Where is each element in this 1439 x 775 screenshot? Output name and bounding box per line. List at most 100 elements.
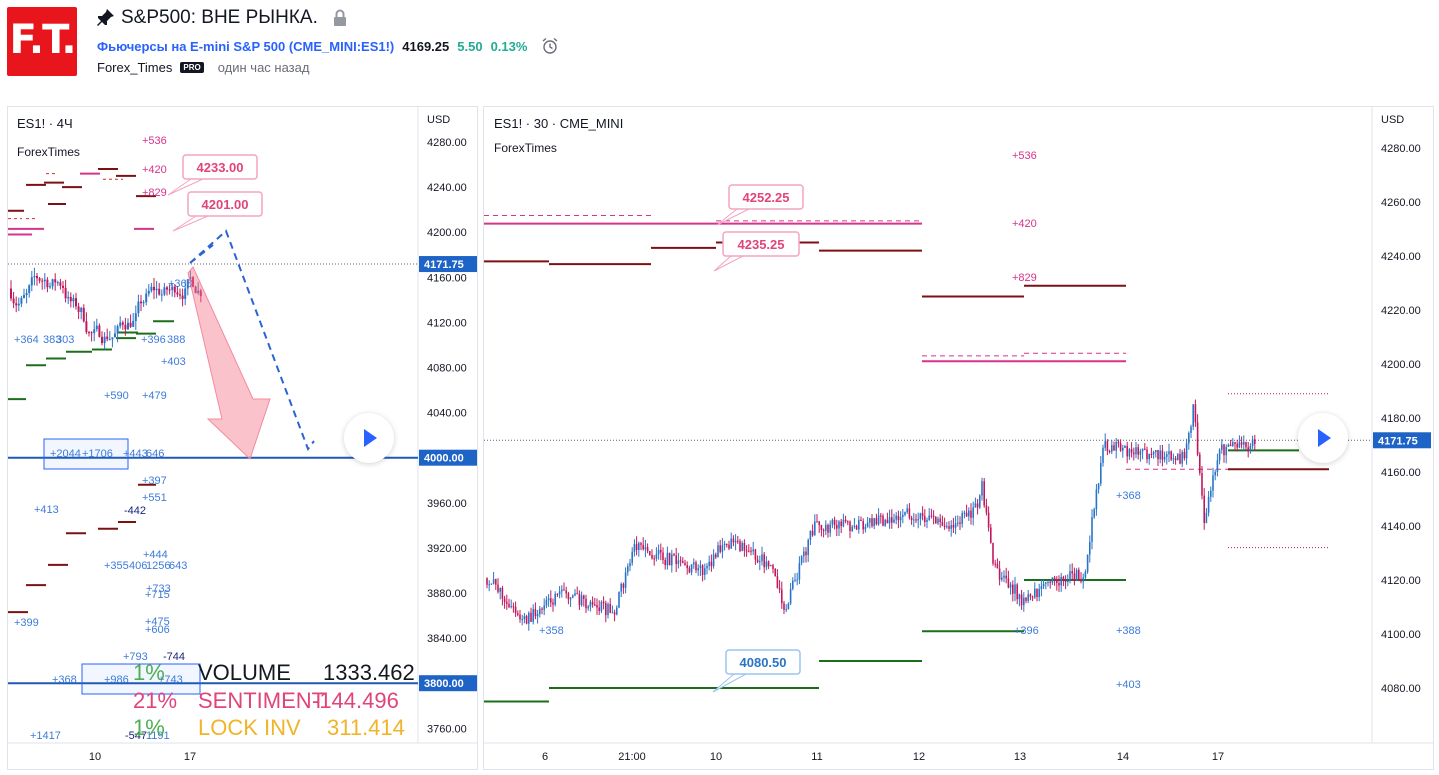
candle-body xyxy=(679,560,682,562)
candle-body xyxy=(987,512,990,528)
candle-body xyxy=(129,322,132,327)
candle-body xyxy=(499,587,501,592)
candle-body xyxy=(23,295,25,299)
candle-body xyxy=(56,282,59,284)
candle-body xyxy=(181,295,184,299)
candle-body xyxy=(25,293,28,296)
candle-body xyxy=(873,518,875,527)
candle-body xyxy=(194,286,197,294)
candle-body xyxy=(906,508,908,513)
candle-body xyxy=(1179,453,1181,464)
level-annotation: +355 xyxy=(104,560,129,572)
candle-body xyxy=(910,517,913,520)
chart-30m[interactable]: 4280.00 4260.00 4240.00 4220.00 4200.00 4180.… xyxy=(483,106,1434,770)
candle-body xyxy=(770,565,772,567)
symbol-link[interactable]: Фьючерсы на E-mini S&P 500 (CME_MINI:ES1… xyxy=(97,38,395,54)
chart-30m-canvas[interactable]: 4280.00 4260.00 4240.00 4220.00 4200.00 4180.… xyxy=(484,107,1433,769)
candle-body xyxy=(952,525,955,528)
candle-body xyxy=(585,598,587,609)
candle-body xyxy=(723,543,726,546)
candle-body xyxy=(145,293,148,303)
candle-body xyxy=(1073,573,1076,581)
candle-body xyxy=(631,551,633,563)
candle-body xyxy=(528,612,530,624)
level-annotation: +733 xyxy=(146,583,171,595)
candle-body xyxy=(596,604,598,608)
candle-body xyxy=(561,589,563,592)
candle-body xyxy=(189,277,192,280)
candle-body xyxy=(1062,576,1065,580)
candle-body xyxy=(807,539,809,556)
candle-body xyxy=(741,543,743,552)
level-annotation: +1706 xyxy=(82,448,113,460)
callout-4080: 4080.50 xyxy=(740,655,787,670)
candle-body xyxy=(893,519,895,523)
callout-4235: 4235.25 xyxy=(738,237,785,252)
current-price-label-bg xyxy=(1373,432,1431,449)
candle-body xyxy=(871,518,873,527)
candle-body xyxy=(541,608,543,610)
candles-layer xyxy=(486,399,1256,631)
chart-4h-canvas[interactable]: 4280.00 4240.00 4200.00 4160.00 4120.00 4080.… xyxy=(8,107,477,769)
candle-body xyxy=(111,337,114,340)
candle-body xyxy=(1218,449,1221,461)
candle-body xyxy=(895,515,897,520)
candle-body xyxy=(168,289,171,291)
price-axis[interactable]: 4280.00 4260.00 4240.00 4220.00 4200.00 4180.… xyxy=(1371,107,1421,743)
current-price-label: 4171.75 xyxy=(1378,435,1418,447)
chart-30m-indicator[interactable]: ForexTimes xyxy=(494,141,557,155)
candle-body xyxy=(124,324,127,330)
time-tick-label: 6 xyxy=(542,751,548,763)
candle-body xyxy=(1181,452,1183,464)
candle-body xyxy=(534,609,537,617)
author-name[interactable]: Forex_Times xyxy=(97,60,173,75)
candle-body xyxy=(1031,596,1034,598)
level-annotation: -744 xyxy=(163,651,185,663)
candle-body xyxy=(1170,451,1172,460)
chart-4h-indicator[interactable]: ForexTimes xyxy=(17,145,80,159)
time-axis[interactable]: 10 17 xyxy=(8,742,477,763)
stat-volume-label: VOLUME xyxy=(198,660,291,685)
price-tick-label: 4080.00 xyxy=(427,363,467,375)
level-annotation: +715 xyxy=(145,589,170,601)
candle-body xyxy=(1045,582,1047,584)
price-axis[interactable]: 4280.00 4240.00 4200.00 4160.00 4120.00 4080.… xyxy=(417,107,467,743)
level-annotation: +829 xyxy=(1012,272,1037,284)
candle-body xyxy=(155,288,158,291)
candle-body xyxy=(517,613,519,615)
candle-body xyxy=(1104,441,1106,448)
time-axis[interactable]: 6 21:00 10 11 12 13 14 17 xyxy=(484,742,1433,763)
candle-body xyxy=(1249,445,1252,452)
callout-4252-box xyxy=(728,184,804,210)
level-annotation: +536 xyxy=(142,135,167,147)
symbol-info: Фьючерсы на E-mini S&P 500 (CME_MINI:ES1… xyxy=(97,37,559,55)
play-button[interactable] xyxy=(344,413,394,463)
level-annotation: +420 xyxy=(1012,218,1037,230)
candle-body xyxy=(880,515,882,517)
candle-body xyxy=(620,583,622,592)
candle-body xyxy=(1216,460,1219,472)
candle-body xyxy=(712,554,715,567)
candle-body xyxy=(1130,449,1133,453)
candle-body xyxy=(1069,571,1071,581)
level-annotation: +388 xyxy=(1116,625,1141,637)
candle-body xyxy=(732,538,735,543)
candle-body xyxy=(1234,442,1236,444)
candle-body xyxy=(1144,448,1146,450)
ft-logo[interactable]: F.T. xyxy=(7,7,77,76)
lock-icon xyxy=(333,9,346,26)
price-tick-label: 4160.00 xyxy=(1381,467,1421,479)
play-button[interactable] xyxy=(1298,413,1348,463)
candle-body xyxy=(825,524,827,531)
price-tick-label: 3880.00 xyxy=(427,588,467,600)
price-tick-label: 4200.00 xyxy=(427,227,467,239)
candle-body xyxy=(1106,441,1109,452)
chart-4h[interactable]: 4280.00 4240.00 4200.00 4160.00 4120.00 4080.… xyxy=(7,106,478,770)
level-annotation: +396 xyxy=(141,334,166,346)
candle-body xyxy=(147,290,150,294)
candle-body xyxy=(950,525,952,529)
candle-body xyxy=(1001,577,1003,580)
candle-body xyxy=(954,523,957,528)
alarm-clock-icon[interactable] xyxy=(541,37,559,55)
time-tick-label: 14 xyxy=(1117,751,1129,763)
